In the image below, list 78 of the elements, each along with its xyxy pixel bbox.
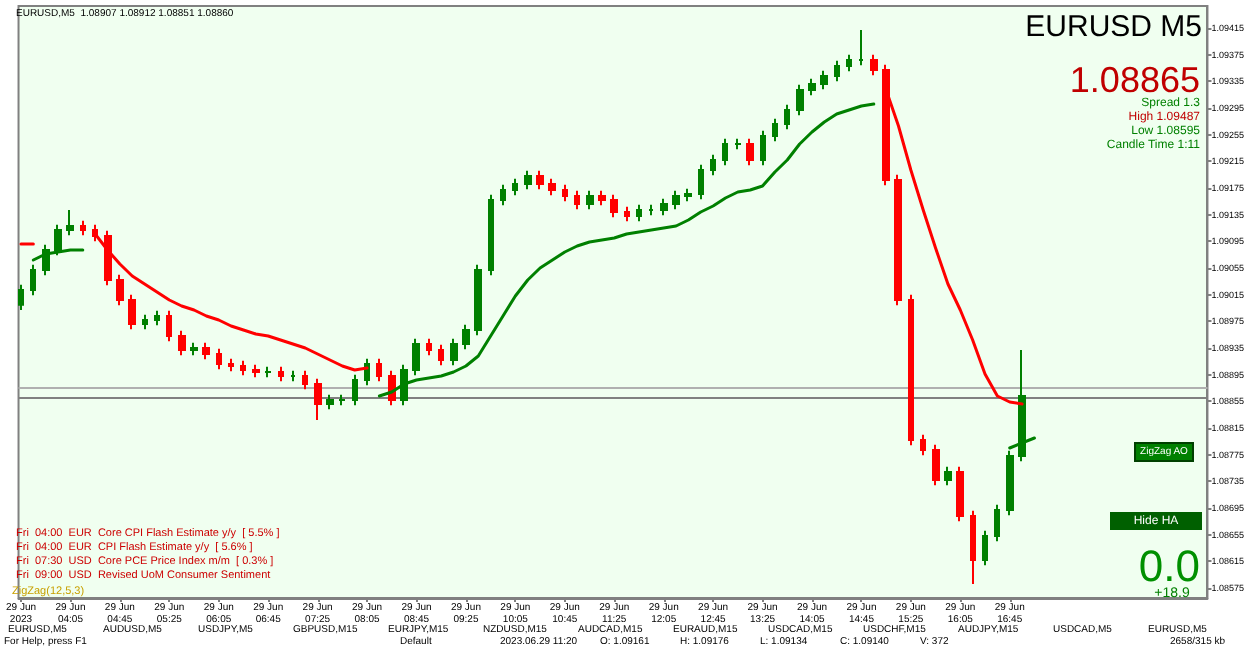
candlestick (128, 293, 136, 331)
candlestick (932, 443, 940, 487)
candlestick (858, 29, 864, 67)
candlestick (338, 393, 346, 407)
candlestick (278, 365, 284, 383)
candlestick (760, 129, 766, 167)
candlestick (228, 357, 234, 373)
candlestick (846, 53, 852, 73)
candlestick (994, 503, 1000, 543)
candlestick (104, 229, 112, 287)
candlestick (562, 183, 568, 203)
candlestick (166, 309, 172, 343)
candlestick (920, 433, 926, 457)
candlestick (660, 197, 668, 217)
candlestick (66, 209, 74, 237)
candlestick (54, 223, 62, 257)
candlestick (376, 357, 382, 383)
candlestick (352, 373, 358, 407)
candlestick (314, 377, 322, 421)
candlestick (684, 187, 692, 203)
candlestick (512, 177, 518, 197)
candlestick (610, 193, 618, 219)
candlestick (252, 363, 260, 379)
candlestick (956, 465, 964, 523)
candlestick (290, 369, 296, 383)
candlestick (808, 77, 816, 97)
candlestick (92, 223, 98, 243)
candlestick (820, 69, 828, 91)
candlestick (190, 341, 198, 357)
candlestick (412, 337, 420, 377)
candlestick (142, 313, 148, 331)
candlestick (796, 83, 804, 117)
candlestick (598, 189, 606, 207)
candlestick (462, 323, 470, 351)
candlestick (264, 365, 272, 379)
candlestick (474, 263, 482, 337)
candlestick (574, 189, 580, 211)
chart-title: EURUSD M5 (1025, 10, 1203, 44)
candlestick (488, 193, 494, 277)
candlestick (426, 337, 432, 357)
candlestick (894, 173, 902, 307)
annotation: 1.08865 (1069, 60, 1200, 100)
candlestick (202, 341, 210, 361)
candlestick (982, 529, 988, 567)
candlestick (722, 137, 728, 167)
candlestick (154, 309, 160, 327)
candlestick (42, 243, 50, 277)
candlestick (536, 169, 544, 191)
candlestick (834, 59, 840, 83)
candlestick (524, 169, 532, 191)
candlestick (672, 189, 680, 211)
candlestick (326, 393, 334, 411)
candlestick (116, 273, 124, 307)
candlestick (870, 53, 878, 77)
candlestick (970, 509, 976, 585)
candlestick (734, 137, 742, 151)
candlestick (548, 177, 556, 197)
candlestick (772, 117, 778, 143)
candlestick (438, 343, 444, 367)
candlestick (908, 293, 914, 447)
candlestick (80, 219, 86, 237)
candlestick (302, 369, 308, 391)
candlestick (178, 329, 186, 357)
candlestick (216, 347, 222, 371)
candlestick (586, 189, 594, 211)
candlestick (944, 465, 952, 487)
candlestick (784, 103, 790, 131)
candlestick (648, 203, 654, 217)
candlestick (450, 337, 458, 367)
candlestick (710, 153, 716, 177)
candlestick (18, 283, 24, 311)
candlestick (240, 359, 246, 377)
candlestick (624, 205, 630, 223)
candlestick (636, 203, 642, 223)
candlestick (746, 137, 754, 167)
candlestick (364, 357, 370, 387)
candlestick (500, 183, 506, 207)
candlestick (698, 163, 704, 201)
